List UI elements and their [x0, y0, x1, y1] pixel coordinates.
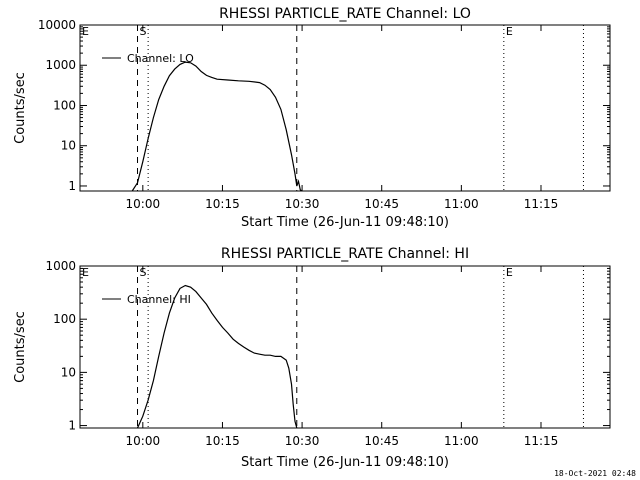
plot-timestamp: 18-Oct-2021 02:48	[554, 469, 636, 478]
series-line	[131, 61, 303, 192]
plot-frame	[79, 24, 611, 192]
series-line	[136, 284, 298, 429]
x-tick-label: 10:15	[205, 197, 240, 211]
x-tick-label: 10:00	[126, 434, 161, 448]
event-marker-label: E	[82, 266, 89, 279]
x-tick-label: 10:00	[126, 197, 161, 211]
x-tick-label: 10:15	[205, 434, 240, 448]
x-tick-label: 10:30	[285, 197, 320, 211]
y-axis-label: Counts/sec	[13, 72, 28, 144]
plot-frame	[79, 265, 611, 429]
y-axis-label: Counts/sec	[13, 311, 28, 383]
y-tick-label: 100	[53, 98, 76, 112]
legend-label: Channel: LO	[127, 52, 194, 65]
event-marker-label: E	[506, 266, 513, 279]
y-tick-label: 10	[61, 365, 76, 379]
y-tick-label: 10	[61, 139, 76, 153]
bottom-panel: RHESSI PARTICLE_RATE Channel: HI 10:00 10:…	[13, 246, 611, 470]
y-tick-label: 1000	[45, 58, 76, 72]
y-tick-label: 1	[68, 419, 76, 433]
x-tick-label: 11:00	[444, 434, 479, 448]
event-marker-label: S	[140, 25, 147, 38]
event-marker-label: S	[140, 266, 147, 279]
y-tick-label: 100	[53, 312, 76, 326]
top-panel: RHESSI PARTICLE_RATE Channel: LO 10:00 10:…	[13, 6, 611, 230]
x-tick-label: 10:45	[364, 434, 399, 448]
x-axis-label: Start Time (26-Jun-11 09:48:10)	[241, 215, 449, 230]
x-tick-label: 11:15	[524, 434, 559, 448]
y-tick-label: 1	[68, 179, 76, 193]
chart-title: RHESSI PARTICLE_RATE Channel: HI	[221, 246, 469, 262]
x-axis-label: Start Time (26-Jun-11 09:48:10)	[241, 455, 449, 470]
x-tick-label: 10:45	[364, 197, 399, 211]
event-marker-label: E	[506, 25, 513, 38]
x-tick-label: 11:00	[444, 197, 479, 211]
legend-label: Channel: HI	[127, 293, 191, 306]
x-tick-label: 10:30	[285, 434, 320, 448]
event-marker-label: E	[82, 25, 89, 38]
y-tick-label: 1000	[45, 259, 76, 273]
chart-title: RHESSI PARTICLE_RATE Channel: LO	[219, 6, 471, 22]
y-tick-label: 10000	[38, 18, 76, 32]
x-tick-label: 11:15	[524, 197, 559, 211]
